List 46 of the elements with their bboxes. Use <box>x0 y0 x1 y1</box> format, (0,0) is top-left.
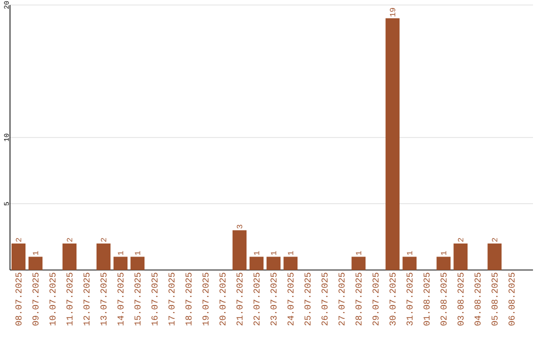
x-tick-label: 12.07.2025 <box>83 272 90 326</box>
x-tick-label: 28.07.2025 <box>356 272 362 326</box>
bar <box>232 230 247 270</box>
bar <box>386 18 400 270</box>
x-tick-label: 17.07.2025 <box>168 272 175 326</box>
bar <box>28 256 43 270</box>
x-tick-label: 01.08.2025 <box>424 272 430 326</box>
x-tick-label: 11.07.2025 <box>66 272 73 326</box>
bar <box>352 256 366 270</box>
x-tick-label: 03.08.2025 <box>458 272 464 326</box>
x-tick-label: 21.07.2025 <box>236 272 243 326</box>
bar <box>12 244 26 270</box>
x-tick-label: 27.07.2025 <box>338 272 345 326</box>
x-tick-label: 24.07.2025 <box>288 272 294 326</box>
x-tick-label: 06.08.2025 <box>508 272 515 326</box>
x-tick-label: 18.07.2025 <box>185 272 192 326</box>
bar <box>436 256 451 270</box>
bar <box>96 244 111 270</box>
x-tick-label: 25.07.2025 <box>304 272 311 326</box>
x-tick-label: 15.07.2025 <box>134 272 141 326</box>
x-tick-label: 16.07.2025 <box>151 272 158 326</box>
x-tick-label: 23.07.2025 <box>270 272 277 326</box>
bar <box>114 256 128 270</box>
x-tick-label: 02.08.2025 <box>440 272 447 326</box>
x-tick-label: 14.07.2025 <box>117 272 124 326</box>
x-tick-label: 22.07.2025 <box>253 272 260 326</box>
x-tick-label: 08.07.2025 <box>15 272 22 326</box>
x-tick-label: 05.08.2025 <box>492 272 498 326</box>
x-tick-label: 31.07.2025 <box>406 272 413 326</box>
bar <box>130 256 145 270</box>
x-tick-label: 30.07.2025 <box>390 272 396 326</box>
x-tick-label: 19.07.2025 <box>202 272 209 326</box>
x-tick-label: 13.07.2025 <box>100 272 107 326</box>
x-tick-label: 26.07.2025 <box>322 272 328 326</box>
bar <box>284 256 298 270</box>
bar <box>62 244 77 270</box>
bar <box>488 244 502 270</box>
bar <box>402 256 417 270</box>
x-tick-label: 10.07.2025 <box>49 272 56 326</box>
x-tick-label: 29.07.2025 <box>372 272 379 326</box>
x-tick-label: 09.07.2025 <box>32 272 39 326</box>
bar <box>454 244 468 270</box>
bar <box>250 256 264 270</box>
bar <box>266 256 281 270</box>
x-tick-label: 20.07.2025 <box>219 272 226 326</box>
x-tick-label: 04.08.2025 <box>474 272 481 326</box>
